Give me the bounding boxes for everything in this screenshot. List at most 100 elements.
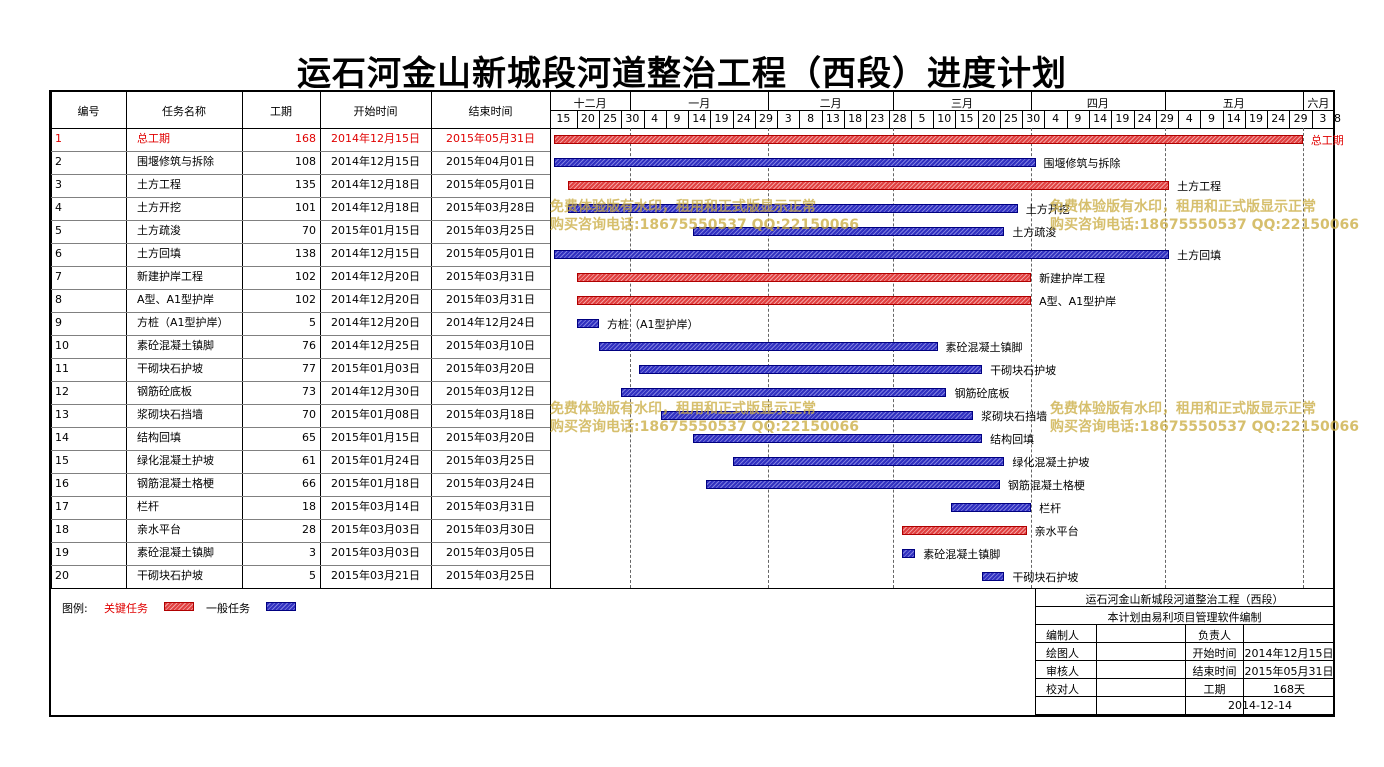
task-bar-label: 浆砌块石挡墙 bbox=[981, 410, 1048, 423]
day-tick-label: 3 bbox=[1319, 112, 1327, 125]
day-tick-divider bbox=[1222, 110, 1224, 128]
task-id: 3 bbox=[55, 178, 62, 191]
day-tick-divider bbox=[732, 110, 734, 128]
table-row: 3 土方工程 135 2014年12月18日 2015年05月01日 bbox=[51, 174, 550, 197]
day-tick-divider bbox=[1244, 110, 1246, 128]
day-tick-divider bbox=[866, 110, 868, 128]
day-tick-label: 9 bbox=[1074, 112, 1082, 125]
task-duration: 5 bbox=[309, 569, 316, 582]
table-row-divider bbox=[51, 450, 550, 451]
task-bar bbox=[639, 365, 983, 374]
day-tick-label: 4 bbox=[1185, 112, 1193, 125]
task-bar-label: 素砼混凝土镇脚 bbox=[923, 548, 1001, 561]
day-tick-divider bbox=[576, 110, 578, 128]
month-label: 四月 bbox=[1086, 97, 1109, 110]
day-tick-divider bbox=[1311, 110, 1313, 128]
day-tick-label: 25 bbox=[1004, 112, 1019, 125]
day-tick-divider bbox=[1089, 110, 1090, 128]
legend-normal-swatch bbox=[266, 602, 296, 611]
day-tick-label: 25 bbox=[603, 112, 618, 125]
info-end_label: 结束时间 bbox=[1192, 665, 1237, 678]
day-tick-divider bbox=[1155, 110, 1157, 128]
month-label: 六月 bbox=[1307, 97, 1330, 110]
day-tick-label: 24 bbox=[1271, 112, 1286, 125]
info-col-divider bbox=[1096, 624, 1097, 717]
task-end: 2015年04月01日 bbox=[446, 155, 535, 168]
table-row-divider bbox=[51, 220, 550, 221]
task-bar bbox=[554, 135, 1303, 144]
day-tick-label: 19 bbox=[1115, 112, 1130, 125]
task-end: 2015年03月20日 bbox=[446, 431, 535, 444]
task-duration: 168 bbox=[295, 132, 316, 145]
task-bar-label: 亲水平台 bbox=[1034, 525, 1079, 538]
task-bar-label: A型、A1型护岸 bbox=[1039, 295, 1117, 308]
day-tick-label: 23 bbox=[870, 112, 885, 125]
day-tick-divider bbox=[665, 110, 667, 128]
table-row: 17 栏杆 18 2015年03月14日 2015年03月31日 bbox=[51, 496, 550, 519]
table-row: 11 干砌块石护坡 77 2015年01月03日 2015年03月20日 bbox=[51, 358, 550, 381]
task-end: 2015年03月24日 bbox=[446, 477, 535, 490]
table-col-divider bbox=[550, 92, 551, 588]
day-tick-label: 4 bbox=[1052, 112, 1060, 125]
table-row-divider bbox=[51, 197, 550, 198]
day-tick-label: 4 bbox=[651, 112, 659, 125]
watermark-line2: 购买咨询电话:18675550537 QQ:22150066 bbox=[1050, 419, 1359, 435]
month-label: 五月 bbox=[1222, 97, 1245, 110]
task-bar bbox=[901, 549, 916, 558]
day-tick-divider bbox=[1289, 110, 1291, 128]
month-label: 二月 bbox=[819, 97, 842, 110]
info-col-divider bbox=[1243, 624, 1244, 717]
task-duration: 77 bbox=[302, 362, 316, 375]
day-tick-divider bbox=[1111, 110, 1113, 128]
day-tick-label: 28 bbox=[892, 112, 907, 125]
month-row-divider bbox=[550, 110, 1335, 111]
task-end: 2015年03月31日 bbox=[446, 270, 535, 283]
day-tick-label: 14 bbox=[1226, 112, 1241, 125]
task-id: 1 bbox=[55, 132, 62, 145]
legend-label: 图例: bbox=[62, 602, 88, 615]
task-id: 8 bbox=[55, 293, 62, 306]
info-end_value: 2015年05月31日 bbox=[1244, 665, 1334, 678]
table-row: 7 新建护岸工程 102 2014年12月20日 2015年03月31日 bbox=[51, 266, 550, 289]
info-left-border bbox=[1035, 588, 1036, 717]
task-bar bbox=[576, 273, 1032, 282]
task-name: A型、A1型护岸 bbox=[137, 293, 215, 306]
task-duration: 101 bbox=[295, 201, 316, 214]
table-row-divider bbox=[51, 519, 550, 520]
info-reviewer: 审核人 bbox=[1046, 665, 1079, 678]
task-bar bbox=[554, 158, 1036, 167]
task-bar-label: 钢筋砼底板 bbox=[954, 387, 1010, 400]
task-end: 2014年12月24日 bbox=[446, 316, 535, 329]
day-tick-label: 29 bbox=[1159, 112, 1174, 125]
task-start: 2015年01月24日 bbox=[331, 454, 420, 467]
info-dur_value: 168天 bbox=[1273, 683, 1305, 696]
task-end: 2015年03月25日 bbox=[446, 224, 535, 237]
month-guide-line bbox=[1302, 128, 1304, 588]
table-bottom bbox=[51, 588, 1335, 589]
task-name: 围堰修筑与拆除 bbox=[137, 155, 214, 168]
day-tick-label: 30 bbox=[625, 112, 640, 125]
task-name: 总工期 bbox=[137, 132, 170, 145]
info-dur_label: 工期 bbox=[1203, 683, 1226, 696]
day-tick-divider bbox=[999, 110, 1001, 128]
task-end: 2015年05月31日 bbox=[446, 132, 535, 145]
task-name: 结构回填 bbox=[137, 431, 181, 444]
table-col-divider bbox=[242, 92, 243, 588]
day-tick-label: 30 bbox=[1026, 112, 1041, 125]
month-label: 十二月 bbox=[573, 97, 607, 110]
task-end: 2015年05月01日 bbox=[446, 178, 535, 191]
info-compiler: 编制人 bbox=[1046, 629, 1079, 642]
task-id: 13 bbox=[55, 408, 69, 421]
task-bar-label: 素砼混凝土镇脚 bbox=[945, 341, 1023, 354]
task-start: 2015年03月14日 bbox=[331, 500, 420, 513]
task-start: 2015年01月15日 bbox=[331, 431, 420, 444]
table-row-divider bbox=[51, 174, 550, 175]
task-duration: 61 bbox=[302, 454, 316, 467]
legend-critical-label: 关键任务 bbox=[104, 602, 148, 615]
task-id: 11 bbox=[55, 362, 69, 375]
month-guide-line bbox=[893, 128, 894, 588]
task-name: 亲水平台 bbox=[137, 523, 181, 536]
month-divider bbox=[1164, 92, 1166, 111]
month-guide-line bbox=[768, 128, 770, 588]
table-col-divider bbox=[51, 92, 52, 588]
